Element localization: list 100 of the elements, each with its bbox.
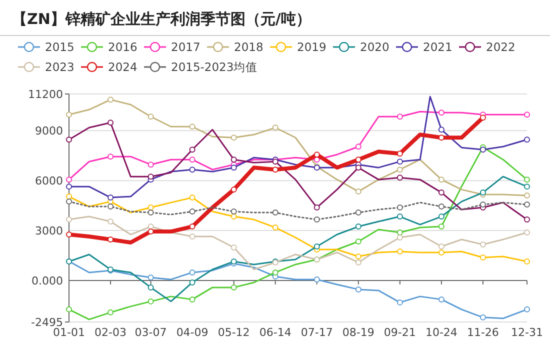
point xyxy=(189,234,196,240)
point xyxy=(272,224,278,231)
point xyxy=(355,164,362,171)
point xyxy=(189,224,196,230)
x-tick-label: 09-21 xyxy=(384,326,416,339)
point xyxy=(314,204,320,211)
point xyxy=(189,194,196,201)
point xyxy=(66,112,72,118)
point xyxy=(66,216,72,223)
point xyxy=(148,114,154,120)
point xyxy=(189,208,196,215)
point xyxy=(480,146,486,153)
point xyxy=(396,150,403,157)
y-tick-label: 0.000 xyxy=(32,274,63,288)
point xyxy=(524,306,530,312)
point xyxy=(355,259,362,266)
point xyxy=(438,224,444,230)
legend-label: 2024 xyxy=(108,60,138,74)
point xyxy=(66,176,72,183)
point xyxy=(480,254,486,260)
point xyxy=(314,216,320,223)
x-tick-label: 11-26 xyxy=(466,326,499,339)
legend-label: 2016 xyxy=(108,40,138,54)
point xyxy=(396,166,403,173)
point xyxy=(524,258,530,264)
point xyxy=(230,134,237,141)
point xyxy=(189,124,196,130)
point xyxy=(480,114,486,121)
x-tick-label: 02-03 xyxy=(94,326,127,339)
point xyxy=(355,224,362,230)
legend-label: 2023 xyxy=(45,60,74,74)
point xyxy=(66,306,72,312)
point xyxy=(355,238,362,245)
point xyxy=(108,194,114,201)
x-tick-label: 03-07 xyxy=(134,326,167,339)
point xyxy=(230,208,237,215)
legend-label: 2018 xyxy=(234,40,264,54)
point xyxy=(108,204,114,210)
x-tick-label: 01-01 xyxy=(53,326,85,339)
point xyxy=(108,96,114,103)
point xyxy=(438,110,444,116)
point xyxy=(480,242,486,248)
point xyxy=(438,244,444,250)
x-tick-label: 10-24 xyxy=(425,326,458,339)
point xyxy=(230,186,237,193)
point xyxy=(438,134,444,141)
point xyxy=(148,298,154,304)
chart-title: 【ZN】锌精矿企业生产利润季节图（元/吨） xyxy=(12,10,311,28)
x-tick-label: 12-31 xyxy=(511,326,543,339)
point xyxy=(314,244,320,250)
point xyxy=(148,274,154,280)
point xyxy=(438,190,444,196)
point xyxy=(272,269,278,276)
point xyxy=(66,136,72,143)
point xyxy=(438,176,444,183)
point xyxy=(272,166,278,173)
point xyxy=(396,214,403,220)
point xyxy=(396,248,403,254)
legend-label: 2015-2023均值 xyxy=(171,60,258,74)
point xyxy=(355,144,362,150)
point xyxy=(108,120,114,126)
y-tick-label: 9000 xyxy=(35,124,63,138)
point xyxy=(480,314,486,320)
point xyxy=(66,184,72,190)
point xyxy=(438,214,444,220)
point xyxy=(524,202,530,208)
point xyxy=(396,114,403,120)
x-tick-label: 06-14 xyxy=(259,326,292,339)
point xyxy=(314,152,320,158)
x-tick-label: 08-19 xyxy=(342,326,374,339)
x-tick-label: 04-09 xyxy=(176,326,208,339)
point xyxy=(396,204,403,211)
point xyxy=(230,214,237,220)
point xyxy=(230,244,237,250)
point xyxy=(189,279,196,286)
point xyxy=(108,218,114,225)
point xyxy=(438,249,444,256)
legend-label: 2022 xyxy=(486,40,516,54)
point xyxy=(396,174,403,181)
point xyxy=(355,210,362,216)
point xyxy=(189,166,196,173)
legend-label: 2017 xyxy=(171,40,200,54)
legend-label: 2015 xyxy=(45,40,74,54)
point xyxy=(272,124,278,131)
point xyxy=(355,286,362,292)
point xyxy=(189,296,196,302)
y-tick-label: 11200 xyxy=(28,88,63,101)
point xyxy=(524,192,530,199)
point xyxy=(189,146,196,153)
legend-label: 2020 xyxy=(360,40,390,54)
point xyxy=(438,204,444,210)
point xyxy=(66,232,72,238)
point xyxy=(355,253,362,260)
point xyxy=(438,296,444,302)
point xyxy=(230,284,237,290)
x-tick-label: 05-12 xyxy=(218,326,250,339)
point xyxy=(272,210,278,216)
point xyxy=(148,174,154,180)
point xyxy=(66,198,72,205)
y-tick-label: 3000 xyxy=(35,224,63,238)
